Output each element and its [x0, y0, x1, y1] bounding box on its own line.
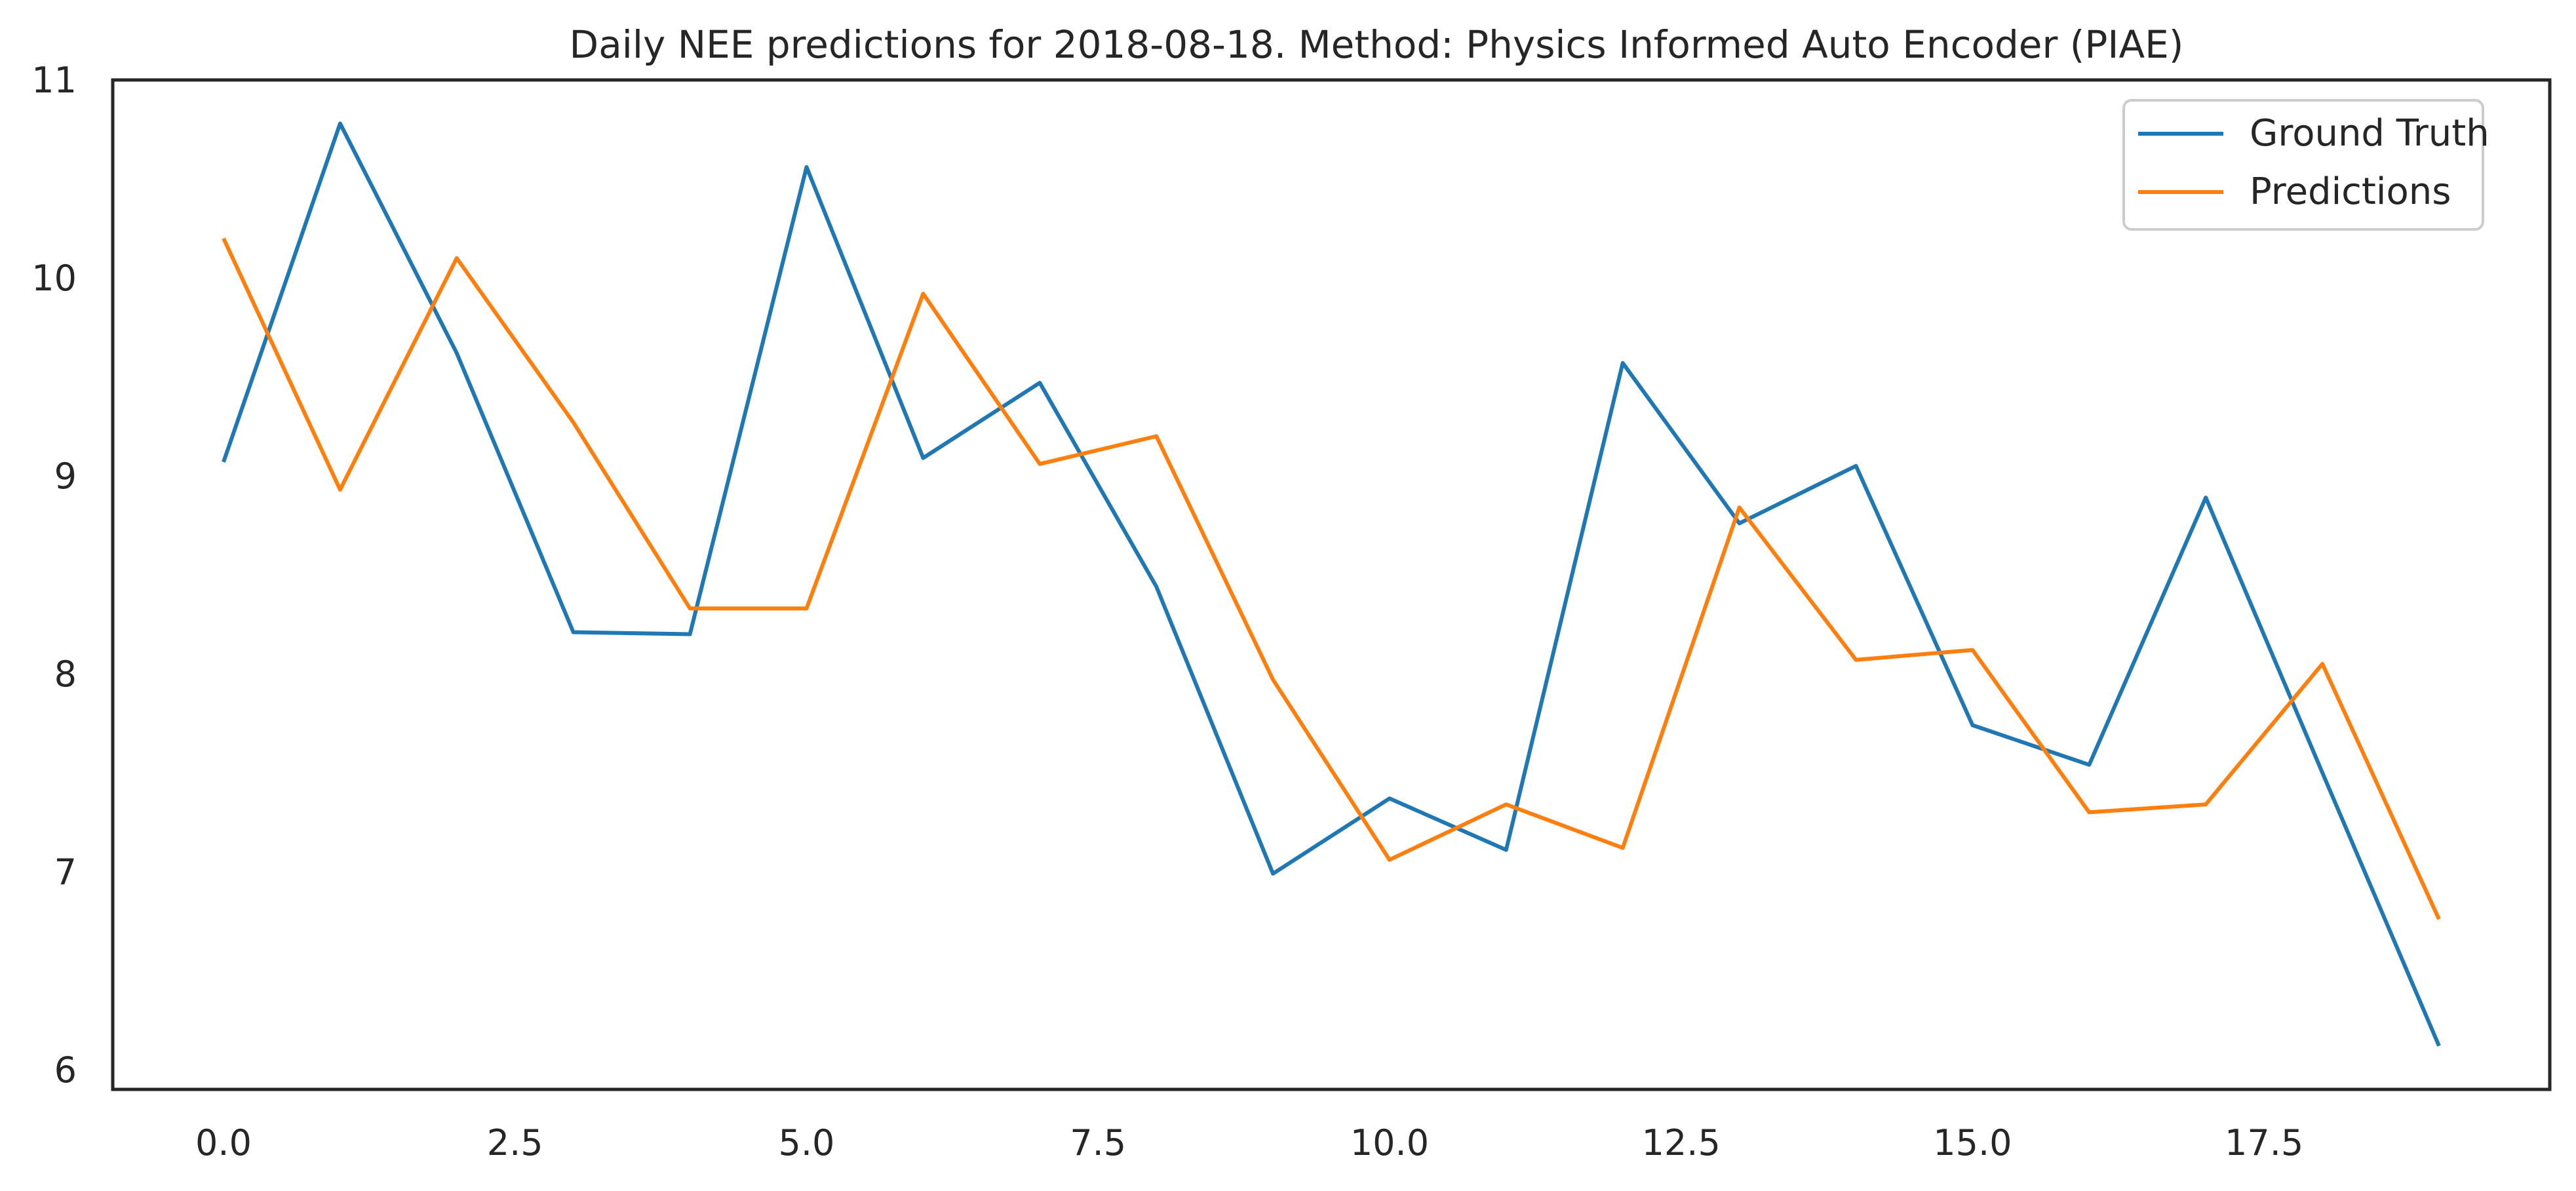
series-lines [222, 121, 2441, 1047]
x-tick-label: 7.5 [1070, 1122, 1126, 1163]
legend-label-predictions: Predictions [2250, 170, 2451, 213]
x-tick-label: 17.5 [2225, 1122, 2303, 1163]
x-tick-label: 10.0 [1350, 1122, 1429, 1163]
x-axis: 0.0 2.5 5.0 7.5 10.0 12.5 15.0 17.5 [195, 1122, 2303, 1163]
x-tick-label: 2.5 [487, 1122, 543, 1163]
y-tick-label: 9 [54, 456, 77, 497]
legend-label-ground-truth: Ground Truth [2250, 112, 2489, 155]
x-tick-label: 0.0 [195, 1122, 252, 1163]
y-tick-label: 10 [31, 258, 77, 299]
y-tick-label: 7 [54, 851, 77, 893]
y-axis: 6 7 8 9 10 11 [31, 60, 77, 1091]
y-tick-label: 6 [54, 1049, 77, 1091]
series-line-ground-truth [222, 121, 2441, 1047]
chart-title: Daily NEE predictions for 2018-08-18. Me… [570, 22, 2184, 67]
legend: Ground Truth Predictions [2122, 99, 2489, 231]
y-tick-label: 11 [31, 60, 77, 101]
x-tick-label: 15.0 [1933, 1122, 2012, 1163]
plot-frame [111, 78, 2552, 1091]
y-tick-label: 8 [54, 654, 77, 695]
x-tick-label: 12.5 [1642, 1122, 1721, 1163]
x-tick-label: 5.0 [779, 1122, 835, 1163]
series-line-predictions [222, 237, 2441, 920]
plot-area [111, 78, 2552, 1091]
